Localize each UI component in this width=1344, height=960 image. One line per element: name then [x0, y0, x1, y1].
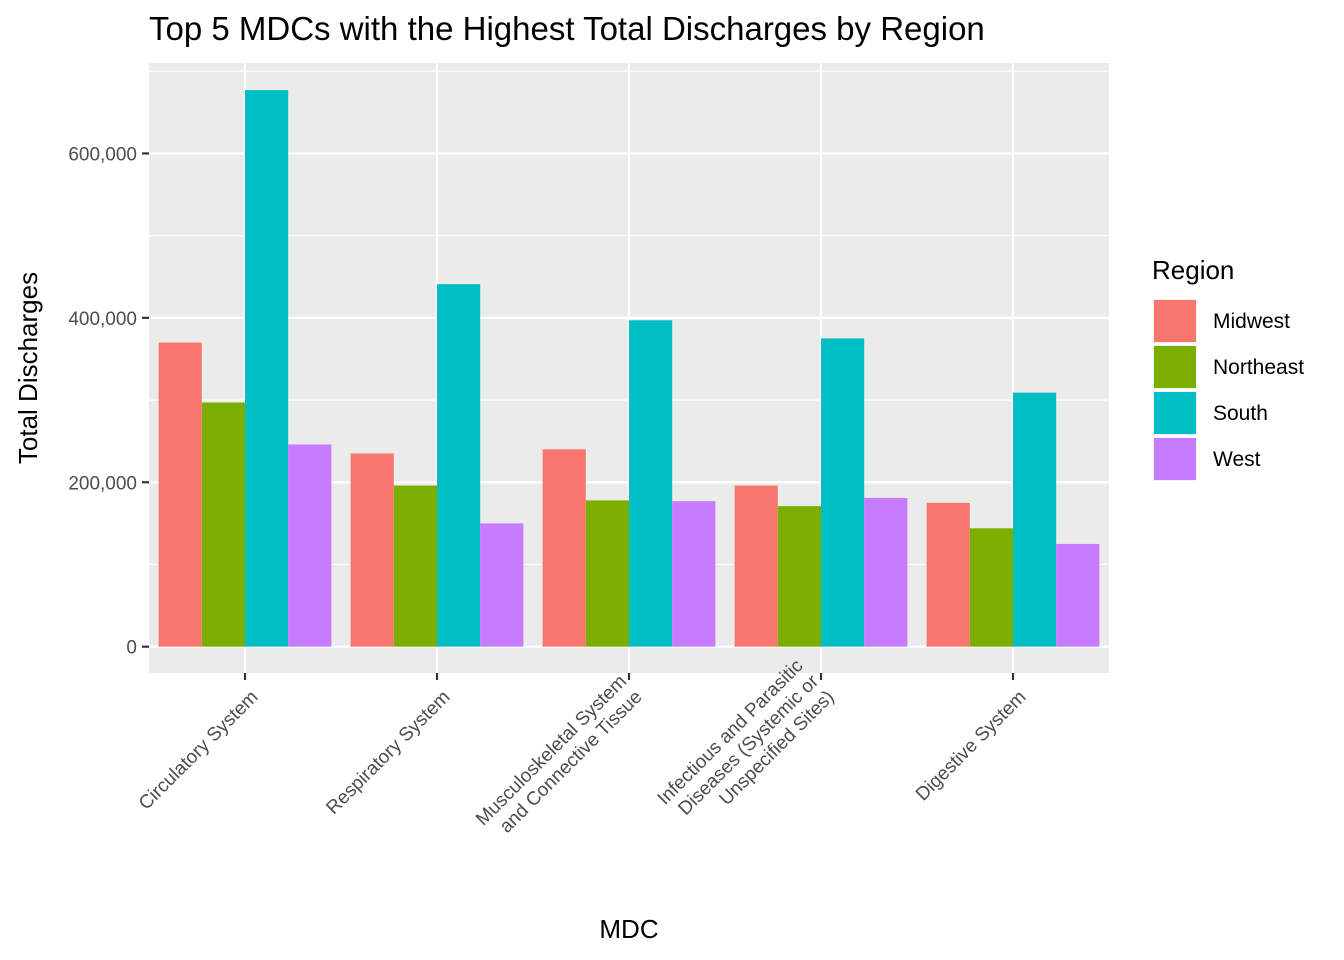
- bar-midwest-1: [350, 453, 394, 647]
- legend-label-west: West: [1213, 448, 1261, 471]
- x-tick-label-line: Diseases (Systemic or: [674, 671, 823, 820]
- bar-west-4: [1056, 543, 1100, 647]
- y-tick-label: 600,000: [68, 144, 137, 165]
- bar-west-2: [672, 501, 716, 647]
- x-axis-title: MDC: [599, 914, 658, 944]
- x-tick-label-line: and Connective Tissue: [496, 687, 647, 838]
- bar-midwest-3: [734, 485, 778, 647]
- y-tick-label: 200,000: [68, 473, 137, 494]
- x-axis: Circulatory System Respiratory System Musc…: [135, 655, 1031, 846]
- bar-midwest-0: [158, 342, 202, 647]
- bar-northeast-3: [777, 506, 821, 647]
- bar-northeast-2: [585, 500, 629, 647]
- bar-south-0: [245, 90, 289, 647]
- bar-midwest-2: [542, 449, 586, 647]
- x-tick-label: Musculoskeletal Systemand Connective Tis…: [472, 671, 647, 846]
- bar-south-2: [629, 320, 673, 647]
- legend-title: Region: [1152, 255, 1234, 285]
- x-tick-label-line: Musculoskeletal System: [472, 671, 631, 830]
- x-tick-label: Circulatory System: [135, 687, 263, 815]
- bars: [158, 90, 1100, 647]
- y-axis-title: Total Discharges: [13, 272, 43, 464]
- y-axis: 0 200,000 400,000 600,000: [68, 144, 149, 659]
- legend: Region Midwest Northeast South West: [1152, 255, 1304, 481]
- x-tick-label-line: Respiratory System: [322, 687, 454, 819]
- x-tick-label-line: Circulatory System: [135, 687, 263, 815]
- x-tick-label: Infectious and ParasiticDiseases (System…: [654, 655, 839, 840]
- bar-south-1: [437, 284, 481, 647]
- bar-west-0: [288, 444, 332, 647]
- legend-label-south: South: [1213, 402, 1268, 425]
- legend-label-northeast: Northeast: [1213, 356, 1304, 379]
- x-tick-label: Digestive System: [912, 687, 1031, 806]
- bar-midwest-4: [926, 502, 970, 647]
- chart-title: Top 5 MDCs with the Highest Total Discha…: [149, 10, 985, 47]
- bar-west-1: [480, 523, 524, 647]
- x-tick-label: Respiratory System: [322, 687, 454, 819]
- x-tick-label-line: Digestive System: [912, 687, 1031, 806]
- bar-northeast-0: [201, 402, 245, 647]
- bar-south-4: [1013, 392, 1057, 647]
- y-tick-label: 400,000: [68, 309, 137, 330]
- legend-key-midwest: [1154, 300, 1196, 342]
- bar-south-3: [821, 338, 865, 647]
- bar-northeast-4: [969, 528, 1013, 647]
- y-tick-label: 0: [126, 638, 137, 659]
- legend-key-west: [1154, 438, 1196, 480]
- legend-label-midwest: Midwest: [1213, 310, 1290, 333]
- legend-key-south: [1154, 392, 1196, 434]
- bar-west-3: [864, 497, 908, 647]
- legend-key-northeast: [1154, 346, 1196, 388]
- bar-northeast-1: [393, 485, 437, 647]
